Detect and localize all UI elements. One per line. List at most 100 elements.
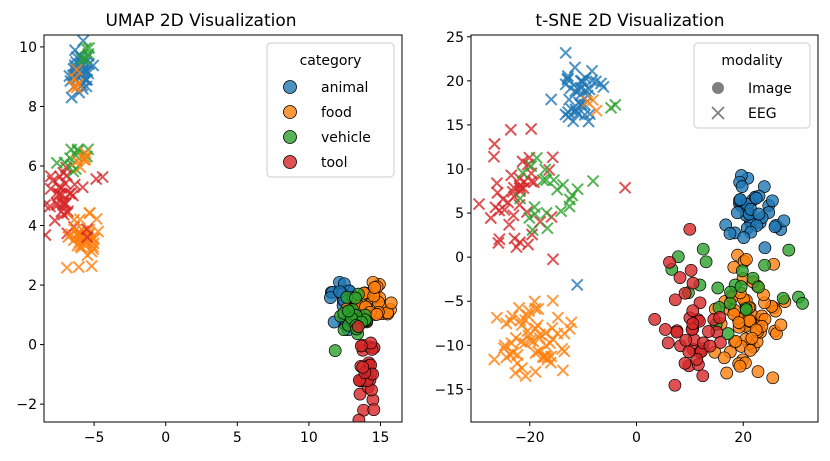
- point-animal-image: [735, 180, 749, 193]
- point-animal-image: [758, 241, 772, 255]
- point-tool-image: [693, 296, 707, 310]
- point-food-eeg: [536, 350, 550, 364]
- point-vehicle-image: [752, 280, 765, 294]
- umap-ytick-label: 8: [28, 99, 37, 115]
- point-food-eeg: [509, 331, 523, 345]
- point-tool-image: [356, 360, 370, 374]
- point-tool-eeg: [516, 155, 529, 168]
- point-vehicle-image: [349, 291, 362, 305]
- point-food-eeg: [541, 350, 554, 364]
- point-tool-image: [686, 276, 700, 290]
- point-food-eeg: [551, 327, 564, 340]
- point-animal-image: [777, 214, 791, 228]
- point-animal-eeg: [565, 103, 578, 116]
- point-tool-image: [661, 336, 675, 350]
- point-tool-eeg: [510, 240, 523, 254]
- point-tool-image: [663, 255, 676, 269]
- point-tool-image: [686, 304, 700, 318]
- point-food-eeg: [74, 160, 87, 174]
- umap-chart-title: UMAP 2D Visualization: [105, 11, 296, 31]
- point-food-eeg: [73, 213, 87, 226]
- point-animal-image: [737, 231, 751, 244]
- point-vehicle-image: [734, 280, 748, 293]
- point-tool-eeg: [57, 208, 70, 221]
- point-food-eeg: [546, 294, 560, 307]
- point-food-eeg: [519, 369, 532, 383]
- point-animal-image: [757, 180, 771, 193]
- point-animal-eeg: [568, 61, 582, 74]
- umap-xtick-label: 15: [372, 430, 390, 446]
- point-tool-image: [648, 313, 662, 326]
- point-food-image: [745, 331, 759, 345]
- tsne-axes-frame: [470, 34, 819, 423]
- point-vehicle-eeg: [586, 174, 600, 188]
- tsne-chart-title: t-SNE 2D Visualization: [535, 11, 724, 31]
- point-food-eeg: [498, 339, 512, 352]
- point-animal-image: [768, 220, 782, 234]
- tsne-xtick-label: −20: [515, 430, 545, 446]
- point-vehicle-image: [758, 258, 771, 272]
- point-animal-eeg: [597, 80, 610, 94]
- point-tool-eeg: [542, 163, 556, 177]
- legend-marker-eeg: [711, 106, 725, 120]
- point-food-eeg: [77, 237, 90, 251]
- point-tool-eeg: [525, 228, 539, 241]
- point-food-eeg: [511, 348, 524, 362]
- tsne-ytick-label: 5: [455, 206, 464, 222]
- legend-label-vehicle: vehicle: [321, 130, 371, 146]
- point-food-eeg: [531, 302, 545, 316]
- point-tool-eeg: [44, 182, 57, 196]
- point-tool-eeg: [514, 182, 527, 195]
- legend-label-food: food: [321, 105, 352, 121]
- point-tool-image: [713, 311, 727, 324]
- point-food-eeg: [514, 314, 527, 327]
- legend-label-eeg: EEG: [748, 106, 777, 122]
- umap-chart: UMAP 2D Visualization −5 0 5 10 15−20246810 …: [16, 11, 403, 446]
- point-food-image: [733, 359, 747, 373]
- point-vehicle-eeg: [523, 211, 536, 225]
- point-tool-image: [367, 403, 381, 417]
- point-animal-image: [766, 194, 779, 208]
- point-tool-image: [659, 323, 672, 336]
- umap-legend-title: category: [300, 53, 362, 69]
- point-animal-image: [731, 206, 744, 220]
- point-animal-eeg: [575, 74, 589, 88]
- point-vehicle-eeg: [571, 182, 584, 196]
- umap-ytick-label: 4: [28, 219, 37, 235]
- point-vehicle-eeg: [541, 221, 554, 235]
- tsne-xtick-label: 20: [734, 430, 752, 446]
- point-tool-image: [682, 345, 696, 359]
- umap-legend-box: [266, 42, 395, 178]
- point-animal-image: [733, 193, 747, 206]
- point-food-image: [384, 296, 398, 310]
- point-food-image: [732, 316, 746, 329]
- point-tool-eeg: [507, 209, 520, 222]
- tsne-xtick-label: 0: [632, 430, 641, 446]
- point-food-eeg: [512, 301, 526, 315]
- point-food-eeg: [83, 206, 96, 220]
- point-vehicle-eeg: [524, 159, 538, 173]
- point-tool-eeg: [546, 151, 559, 164]
- tsne-ticks: −20 0 20 −15 −10 −5 0 5 10 15 20 25: [434, 30, 752, 446]
- point-animal-eeg: [559, 46, 572, 60]
- point-tool-eeg: [80, 230, 94, 244]
- point-tool-image: [351, 320, 365, 333]
- point-food-image: [766, 371, 780, 385]
- point-vehicle-image: [782, 243, 796, 257]
- point-vehicle-eeg: [554, 204, 568, 218]
- point-animal-image: [723, 227, 737, 240]
- point-food-eeg: [515, 318, 529, 332]
- point-vehicle-image: [342, 304, 355, 318]
- point-tool-eeg: [492, 236, 505, 250]
- point-animal-eeg: [566, 115, 580, 128]
- point-tool-image: [683, 222, 697, 236]
- point-food-image: [368, 281, 381, 294]
- point-vehicle-image: [796, 297, 809, 310]
- point-food-eeg: [509, 366, 522, 380]
- legend-marker-tool: [283, 155, 297, 169]
- point-vehicle-image: [711, 281, 725, 295]
- point-food-eeg: [551, 311, 565, 324]
- umap-points: [44, 35, 398, 422]
- point-tool-image: [668, 378, 682, 392]
